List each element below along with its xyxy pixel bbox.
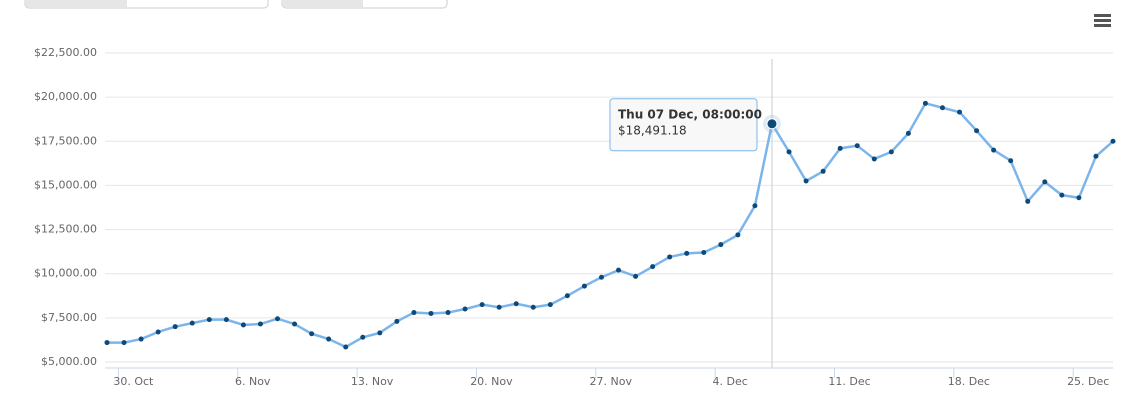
y-tick-label: $7,500.00: [41, 311, 97, 324]
point-marker: [377, 330, 383, 336]
point-marker: [309, 331, 315, 337]
point-marker: [752, 203, 758, 209]
point-marker: [564, 293, 570, 299]
point-marker: [957, 109, 963, 115]
point-marker: [854, 143, 860, 149]
point-marker: [684, 250, 690, 256]
x-tick-label: 6. Nov: [235, 375, 271, 388]
x-tick-label: 13. Nov: [351, 375, 394, 388]
tooltip: Thu 07 Dec, 08:00:00 $18,491.18: [609, 98, 762, 152]
point-marker: [888, 149, 894, 155]
x-tick-label: 27. Nov: [590, 375, 633, 388]
tooltip-box: [609, 98, 758, 152]
x-tick-label: 25. Dec: [1067, 375, 1109, 388]
y-tick-label: $22,500.00: [34, 46, 97, 59]
point-marker: [922, 100, 928, 106]
point-marker: [803, 178, 809, 184]
point-marker: [547, 302, 553, 308]
point-marker: [1093, 153, 1099, 159]
range-selector[interactable]: [24, 0, 448, 9]
point-marker: [462, 306, 468, 312]
menu-button[interactable]: [1094, 14, 1111, 27]
point-marker: [735, 232, 741, 238]
point-marker: [633, 273, 639, 279]
point-marker: [206, 317, 212, 323]
point-marker: [766, 118, 778, 130]
point-marker: [513, 301, 519, 307]
point-marker: [223, 317, 229, 323]
point-marker: [428, 310, 434, 316]
point-marker: [1110, 138, 1116, 144]
tooltip-title: Thu 07 Dec, 08:00:00: [618, 107, 762, 121]
menu-bar: [1094, 14, 1111, 17]
point-marker: [240, 322, 246, 328]
point-marker: [820, 168, 826, 174]
point-marker: [718, 242, 724, 248]
point-marker: [905, 130, 911, 136]
point-marker: [326, 336, 332, 342]
point-marker: [1076, 195, 1082, 201]
point-marker: [104, 340, 110, 346]
tooltip-value: $18,491.18: [618, 123, 687, 137]
point-marker: [1042, 179, 1048, 185]
point-marker: [479, 302, 485, 308]
series-line: [107, 102, 1114, 349]
y-tick-label: $10,000.00: [34, 267, 97, 280]
point-marker: [343, 344, 349, 350]
point-marker: [445, 310, 451, 316]
point-marker: [496, 304, 502, 310]
point-marker: [275, 316, 281, 322]
y-tick-label: $17,500.00: [34, 134, 97, 147]
point-marker: [257, 321, 263, 327]
point-marker: [974, 128, 980, 134]
button-active[interactable]: [283, 0, 363, 7]
point-marker: [394, 318, 400, 324]
point-marker: [1025, 198, 1031, 204]
point-marker: [1059, 192, 1065, 198]
point-marker: [1008, 158, 1014, 164]
x-tick-label: 11. Dec: [828, 375, 870, 388]
point-marker: [701, 250, 707, 256]
menu-bar: [1094, 24, 1111, 27]
point-marker: [360, 334, 366, 340]
menu-bar: [1094, 19, 1111, 22]
button-active[interactable]: [26, 0, 127, 7]
x-tick-label: 4. Dec: [713, 375, 748, 388]
y-tick-label: $15,000.00: [34, 178, 97, 191]
y-tick-label: $20,000.00: [34, 90, 97, 103]
point-marker: [411, 310, 417, 316]
point-marker: [616, 267, 622, 273]
point-marker: [292, 321, 298, 327]
point-marker: [667, 254, 673, 260]
y-tick-label: $12,500.00: [34, 223, 97, 236]
y-tick-label: $5,000.00: [41, 355, 97, 368]
point-marker: [871, 156, 877, 162]
point-marker: [172, 324, 178, 330]
point-marker: [138, 336, 144, 342]
point-marker: [121, 340, 127, 346]
x-tick-label: 18. Dec: [948, 375, 990, 388]
point-marker: [939, 105, 945, 111]
point-marker: [786, 149, 792, 155]
point-marker: [837, 145, 843, 151]
point-marker: [991, 147, 997, 153]
x-tick-label: 30. Oct: [113, 375, 154, 388]
point-marker: [581, 283, 587, 289]
point-marker: [155, 329, 161, 335]
x-tick-label: 20. Nov: [470, 375, 513, 388]
point-marker: [598, 274, 604, 280]
point-marker: [650, 264, 656, 270]
point-marker: [189, 320, 195, 326]
point-marker: [530, 304, 536, 310]
